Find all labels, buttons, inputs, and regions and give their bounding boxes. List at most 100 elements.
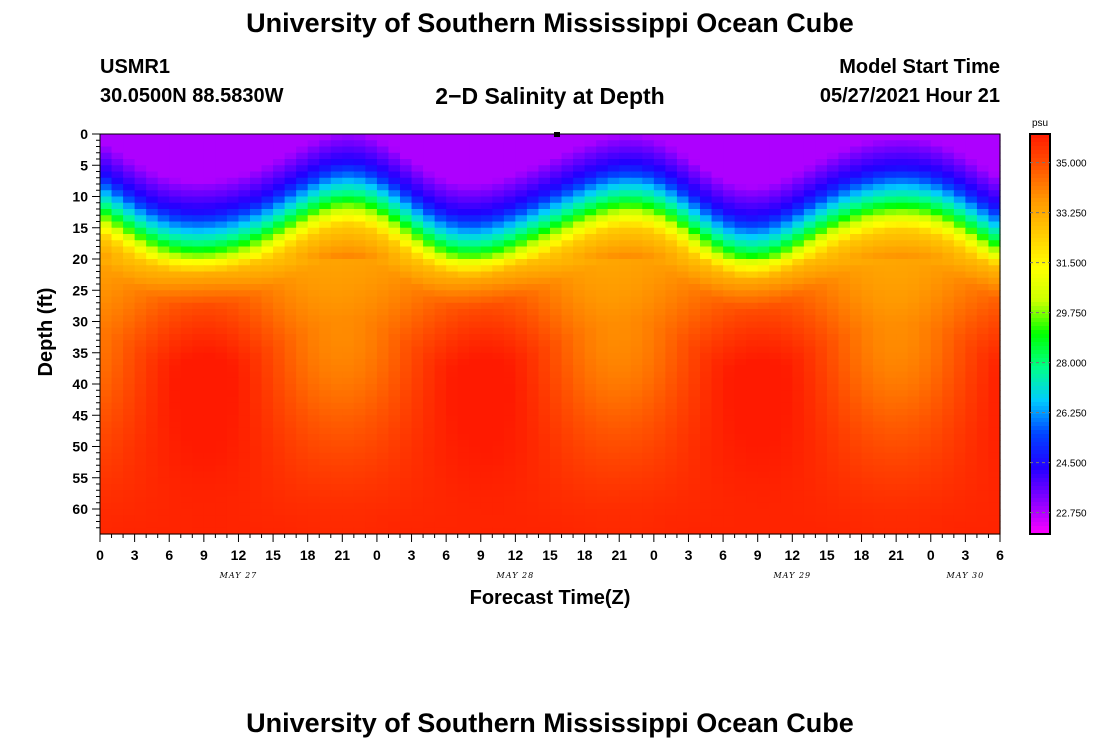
heat-cell	[146, 402, 159, 410]
heat-cell	[665, 234, 678, 241]
heat-cell	[942, 240, 955, 248]
heat-cell	[815, 171, 828, 179]
heat-cell	[203, 496, 216, 504]
heat-cell	[365, 409, 378, 416]
heat-cell	[850, 521, 863, 529]
heat-cell	[307, 384, 320, 391]
heat-cell	[423, 359, 436, 366]
heat-cell	[700, 327, 713, 335]
heat-cell	[353, 240, 366, 248]
heat-cell	[330, 346, 343, 354]
heat-cell	[169, 165, 182, 173]
heat-cell	[284, 502, 297, 510]
heat-cell	[250, 496, 263, 504]
heat-cell	[538, 390, 551, 398]
heat-cell	[850, 496, 863, 504]
heat-cell	[457, 277, 470, 285]
heat-cell	[803, 327, 816, 335]
heat-cell	[296, 196, 309, 204]
heat-cell	[561, 471, 574, 479]
heat-cell	[284, 515, 297, 523]
heat-cell	[169, 402, 182, 410]
heat-cell	[342, 271, 355, 279]
heat-cell	[307, 209, 320, 216]
heat-cell	[607, 490, 620, 498]
heat-cell	[134, 171, 147, 179]
heat-cell	[965, 340, 978, 348]
heat-cell	[907, 152, 920, 160]
heat-cell	[676, 359, 690, 366]
heat-cell	[226, 234, 240, 241]
heat-cell	[111, 459, 124, 466]
heat-cell	[573, 209, 586, 216]
heat-cell	[607, 515, 620, 523]
heat-cell	[826, 309, 840, 316]
heat-cell	[365, 190, 378, 198]
heat-cell	[676, 240, 690, 248]
heat-cell	[584, 502, 597, 510]
heat-cell	[642, 252, 655, 260]
heat-cell	[261, 502, 274, 510]
heat-cell	[457, 271, 470, 279]
heat-cell	[192, 346, 205, 354]
heat-cell	[250, 427, 263, 435]
heat-cell	[930, 402, 943, 410]
heat-cell	[261, 402, 274, 410]
heat-cell	[976, 184, 990, 191]
heat-cell	[503, 171, 516, 179]
heat-cell	[734, 521, 747, 529]
heat-cell	[538, 246, 551, 254]
heat-cell	[596, 265, 609, 273]
heat-cell	[226, 471, 240, 479]
heat-cell	[930, 152, 943, 160]
heat-cell	[123, 359, 136, 366]
heat-cell	[353, 190, 366, 198]
heat-cell	[596, 509, 609, 516]
heat-cell	[480, 496, 493, 504]
heat-cell	[284, 146, 297, 154]
heat-cell	[688, 440, 701, 448]
heat-cell	[342, 384, 355, 391]
heat-cell	[676, 496, 690, 504]
heat-cell	[942, 177, 955, 185]
heat-cell	[873, 365, 886, 373]
heat-cell	[573, 177, 586, 185]
heat-cell	[676, 515, 690, 523]
heat-cell	[907, 496, 920, 504]
heat-cell	[157, 346, 170, 354]
heat-cell	[480, 490, 493, 498]
heat-cell	[792, 202, 805, 210]
heat-cell	[700, 496, 713, 504]
heat-cell	[965, 527, 978, 535]
heat-cell	[480, 246, 493, 254]
heat-cell	[942, 402, 955, 410]
heat-cell	[238, 484, 251, 491]
heat-cell	[873, 471, 886, 479]
heat-cell	[723, 234, 736, 241]
heat-cell	[192, 471, 205, 479]
heat-cell	[826, 171, 840, 179]
heat-cell	[596, 446, 609, 454]
heat-cell	[446, 477, 459, 485]
heat-cell	[826, 234, 840, 241]
heat-cell	[976, 396, 990, 404]
heat-cell	[873, 334, 886, 341]
heat-cell	[746, 234, 759, 241]
heat-cell	[942, 152, 955, 160]
heat-cell	[457, 390, 470, 398]
heat-cell	[388, 159, 401, 166]
heat-cell	[688, 484, 701, 491]
heat-cell	[734, 484, 747, 491]
heat-cell	[561, 309, 574, 316]
heat-cell	[700, 490, 713, 498]
heat-cell	[215, 334, 228, 341]
heat-cell	[261, 315, 274, 323]
heat-cell	[861, 502, 874, 510]
heat-cell	[596, 409, 609, 416]
heat-cell	[642, 452, 655, 460]
heat-cell	[503, 365, 516, 373]
heat-cell	[342, 165, 355, 173]
heat-cell	[526, 309, 540, 316]
heat-cell	[250, 240, 263, 248]
heat-cell	[653, 221, 666, 229]
